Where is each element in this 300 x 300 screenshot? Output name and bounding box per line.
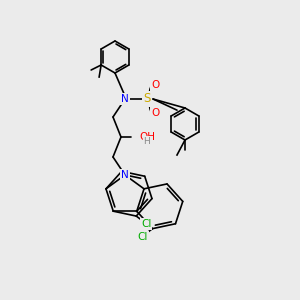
Text: N: N [121,94,129,104]
Text: Cl: Cl [137,232,148,242]
Text: S: S [143,92,151,106]
Text: O: O [151,80,159,90]
Text: N: N [121,170,129,180]
Text: OH: OH [139,132,155,142]
Text: Cl: Cl [141,219,152,229]
Text: H: H [144,136,150,146]
Text: O: O [151,108,159,118]
